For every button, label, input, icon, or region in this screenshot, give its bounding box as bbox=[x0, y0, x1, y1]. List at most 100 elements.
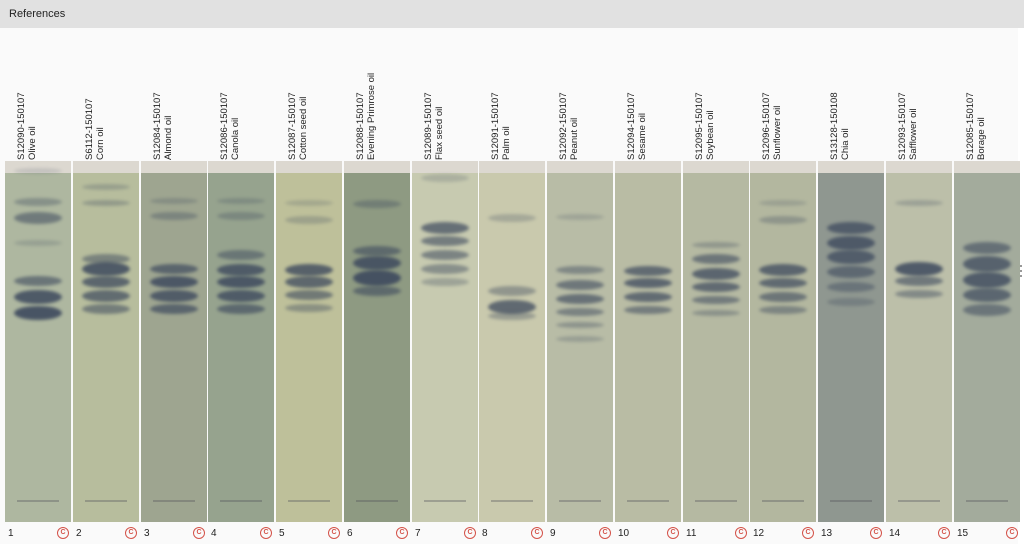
lane-number: 12 bbox=[753, 528, 765, 539]
plate-band bbox=[353, 246, 401, 256]
plate-top-edge bbox=[683, 161, 749, 175]
lane-number: 6 bbox=[347, 528, 353, 539]
lane-label-text: S12090-150107 Olive oil bbox=[16, 92, 38, 160]
plate-baseline bbox=[694, 500, 738, 502]
lane-number: 15 bbox=[957, 528, 969, 539]
plate-sheet bbox=[344, 173, 410, 522]
lane-label: S12086-150107 Canola oil bbox=[219, 60, 260, 160]
copyright-icon[interactable]: C bbox=[531, 527, 543, 539]
lane-sample-name: Cotton seed oil bbox=[298, 96, 309, 160]
copyright-icon[interactable]: C bbox=[1006, 527, 1018, 539]
plate-band bbox=[827, 266, 875, 278]
plate-sheet bbox=[615, 173, 681, 522]
copyright-icon[interactable]: C bbox=[802, 527, 814, 539]
lane-label-text: S12089-150107 Flax seed oil bbox=[423, 92, 445, 160]
lane-label: S12091-150107 Palm oil bbox=[490, 60, 531, 160]
plate-band bbox=[353, 270, 401, 286]
lane-sample-name: Canola oil bbox=[230, 117, 241, 160]
lane-sample-name: Safflower oil bbox=[908, 108, 919, 160]
plate-band bbox=[150, 264, 198, 274]
plate-image[interactable] bbox=[886, 161, 952, 522]
plate-top-edge bbox=[547, 161, 613, 175]
lane-label: S12087-150107 Cotton seed oil bbox=[287, 60, 328, 160]
lane-label-text: S12095-150107 Soybean oil bbox=[694, 92, 716, 160]
copyright-icon[interactable]: C bbox=[667, 527, 679, 539]
plate-band bbox=[963, 288, 1011, 302]
plate-band bbox=[963, 256, 1011, 272]
plate-image[interactable] bbox=[479, 161, 545, 522]
copyright-icon[interactable]: C bbox=[599, 527, 611, 539]
copyright-icon[interactable]: C bbox=[57, 527, 69, 539]
plate-image[interactable] bbox=[5, 161, 71, 522]
plate-band bbox=[624, 292, 672, 302]
plate-band bbox=[759, 278, 807, 288]
lane-sample-name: Palm oil bbox=[501, 126, 512, 160]
plate-band bbox=[556, 322, 604, 328]
lane-label-text: S12092-150107 Peanut oil bbox=[558, 92, 580, 160]
copyright-icon[interactable]: C bbox=[125, 527, 137, 539]
lane-label: S12090-150107 Olive oil bbox=[16, 60, 57, 160]
plate-band bbox=[353, 200, 401, 208]
copyright-icon[interactable]: C bbox=[870, 527, 882, 539]
copyright-icon[interactable]: C bbox=[396, 527, 408, 539]
plate-image[interactable] bbox=[141, 161, 207, 522]
plate-image[interactable] bbox=[276, 161, 342, 522]
plate-band bbox=[895, 262, 943, 276]
plate-baseline bbox=[152, 500, 196, 502]
plate-sheet bbox=[479, 173, 545, 522]
copyright-icon[interactable]: C bbox=[735, 527, 747, 539]
lane-sample-name: Soybean oil bbox=[705, 110, 716, 160]
copyright-icon[interactable]: C bbox=[328, 527, 340, 539]
lane-number: 11 bbox=[686, 528, 697, 539]
lane-number: 10 bbox=[618, 528, 630, 539]
plate-top-edge bbox=[479, 161, 545, 175]
plate-top-edge bbox=[73, 161, 139, 175]
lane-sample-name: Peanut oil bbox=[569, 117, 580, 160]
plate-image[interactable] bbox=[547, 161, 613, 522]
plate-band bbox=[827, 298, 875, 306]
plate-image[interactable] bbox=[750, 161, 816, 522]
lane-label-text: S12088-150107 Evening Primrose oil bbox=[355, 73, 377, 160]
plate-band bbox=[488, 214, 536, 222]
plate-band bbox=[556, 294, 604, 304]
plate-band bbox=[285, 264, 333, 276]
lane-label-text: S12091-150107 Palm oil bbox=[490, 92, 512, 160]
lane-sample-id: S12085-150107 bbox=[965, 92, 976, 160]
plate-band bbox=[692, 296, 740, 304]
copyright-icon[interactable]: C bbox=[260, 527, 272, 539]
plate-baseline bbox=[965, 500, 1009, 502]
lane-label-text: S12086-150107 Canola oil bbox=[219, 92, 241, 160]
plate-baseline bbox=[490, 500, 534, 502]
copyright-icon[interactable]: C bbox=[938, 527, 950, 539]
copyright-icon[interactable]: C bbox=[464, 527, 476, 539]
plate-image[interactable] bbox=[615, 161, 681, 522]
lane-sample-id: S12084-150107 bbox=[152, 92, 163, 160]
lane-sample-name: Sunflower oil bbox=[772, 105, 783, 160]
plate-band bbox=[488, 300, 536, 314]
lane-label: S12084-150107 Almond oil bbox=[152, 60, 193, 160]
plate-image[interactable] bbox=[683, 161, 749, 522]
plate-image[interactable] bbox=[73, 161, 139, 522]
plate-sheet bbox=[750, 173, 816, 522]
plate-image[interactable] bbox=[344, 161, 410, 522]
plate-band bbox=[82, 276, 130, 288]
plate-image[interactable] bbox=[412, 161, 478, 522]
plate-band bbox=[285, 200, 333, 206]
plate-image[interactable] bbox=[818, 161, 884, 522]
plate-top-edge bbox=[818, 161, 884, 175]
lane-sample-id: S12093-150107 bbox=[897, 92, 908, 160]
plate-image[interactable] bbox=[208, 161, 274, 522]
lane-label-text: S13128-150108 Chia oil bbox=[829, 92, 851, 160]
plate-band bbox=[759, 200, 807, 206]
plate-image[interactable] bbox=[954, 161, 1020, 522]
resize-handle[interactable] bbox=[1020, 265, 1023, 279]
plate-band bbox=[82, 262, 130, 276]
plate-band bbox=[692, 242, 740, 248]
lane-number: 4 bbox=[211, 528, 217, 539]
plate-band bbox=[217, 212, 265, 220]
lane-label: S12092-150107 Peanut oil bbox=[558, 60, 599, 160]
plate-band bbox=[421, 264, 469, 274]
plate-band bbox=[556, 336, 604, 342]
copyright-icon[interactable]: C bbox=[193, 527, 205, 539]
plate-band bbox=[895, 276, 943, 286]
